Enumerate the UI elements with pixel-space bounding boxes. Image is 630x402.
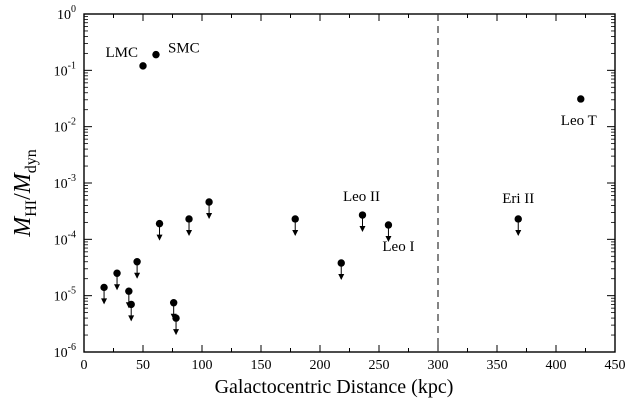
data-point [155,219,164,228]
point-label: Leo II [343,189,380,205]
x-tick-label: 400 [546,358,567,373]
data-point [113,269,121,277]
upper-limit-arrow-head [359,226,366,233]
y-tick-label: 10-2 [54,117,76,136]
y-tick-label: 100 [57,4,76,23]
x-axis-ticks: 0 50 100 150 200 250 300 350 400 450 [81,14,626,373]
upper-limit-arrow-head [338,274,345,281]
data-point [133,258,141,266]
upper-limit-arrow-head [128,315,135,322]
point-label: LMC [105,45,138,61]
x-tick-label: 350 [487,358,508,373]
y-axis-label: MHI/Mdyn [10,149,40,238]
data-point [169,299,178,307]
data-point [127,300,135,309]
y-label-m1: M [10,215,36,238]
upper-limit-arrow-head [101,298,108,305]
data-point [291,215,299,223]
data-point [152,50,160,59]
data-points: LMC SMC Leo T Leo II Leo I Eri II [100,41,597,336]
data-point [384,221,393,229]
x-tick-label: 0 [81,358,88,373]
data-point [514,215,522,223]
point-label: SMC [168,41,200,57]
upper-limit-arrow-head [114,284,121,291]
data-point [172,314,180,322]
point-label: Leo T [561,113,597,129]
data-point [577,95,585,103]
point-label: Leo I [382,239,414,255]
data-point [139,62,147,70]
y-tick-label: 10-6 [54,342,76,361]
upper-limit-arrow-head [156,234,163,241]
x-tick-label: 50 [136,358,150,373]
x-axis-label: Galactocentric Distance (kpc) [215,376,454,398]
y-label-m2: M [10,171,36,194]
upper-limit-arrow-head [173,329,180,336]
upper-limit-arrow-head [186,229,193,236]
x-tick-label: 100 [192,358,213,373]
x-tick-label: 200 [310,358,331,373]
upper-limit-arrow-head [385,235,392,242]
data-point [358,211,367,219]
x-tick-label: 300 [428,358,449,373]
plot-border [83,13,616,353]
upper-limit-arrow-head [134,272,141,279]
plot-frame [83,13,616,353]
y-axis-ticks: 10-6 10-5 10-4 10-3 10-2 10-1 100 [54,4,615,361]
y-tick-label: 10-4 [54,229,76,248]
data-point [125,287,133,295]
upper-limit-arrow-head [206,212,213,219]
upper-limit-arrow-head [292,229,299,236]
y-label-slash: / [10,193,36,200]
data-point [205,198,213,206]
x-tick-label: 250 [369,358,390,373]
data-point [337,259,345,267]
upper-limit-arrow-head [515,229,522,236]
data-point [100,283,108,292]
y-label-sub2: dyn [23,149,40,173]
data-point [185,215,193,223]
x-tick-label: 150 [251,358,272,373]
y-tick-label: 10-5 [54,286,76,305]
y-tick-label: 10-3 [54,173,76,192]
y-tick-label: 10-1 [54,60,76,79]
x-tick-label: 450 [605,358,626,373]
y-label-sub1: HI [23,200,40,217]
point-label: Eri II [502,191,534,207]
